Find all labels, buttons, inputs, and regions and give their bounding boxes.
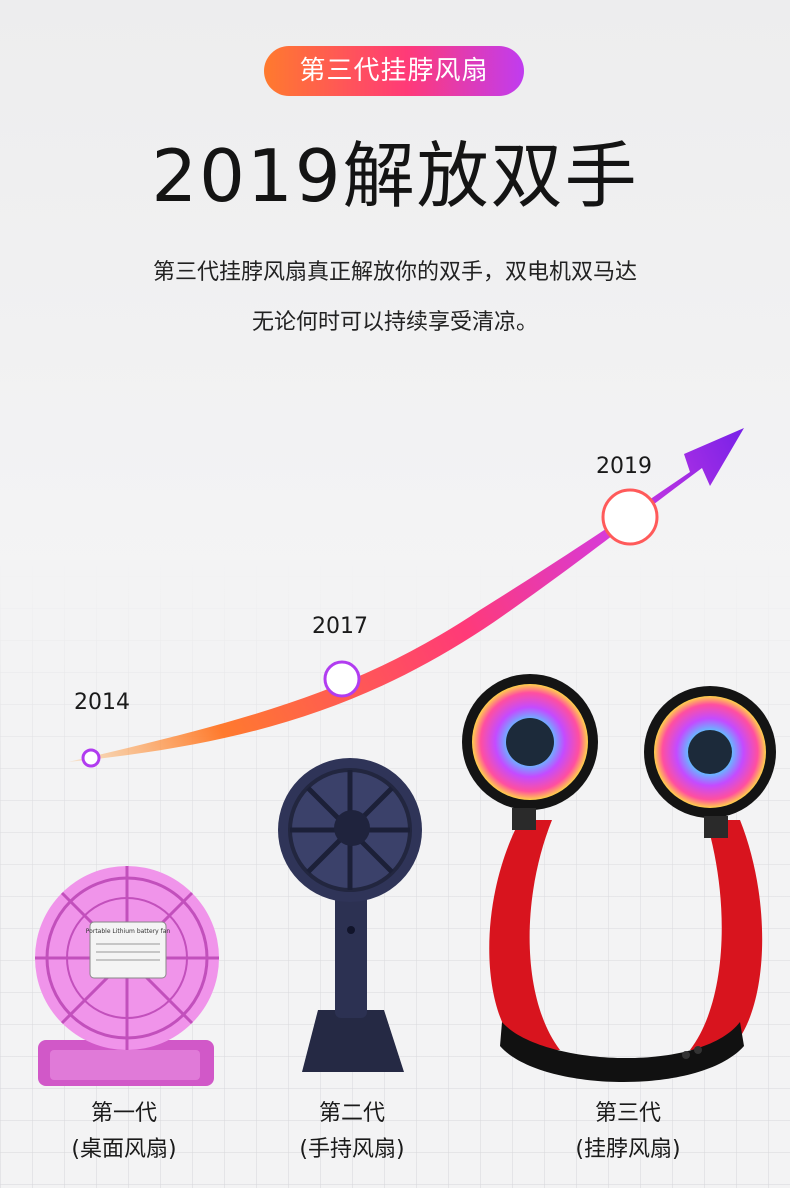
product-caption-2: 第二代 (手持风扇) [252,1096,452,1168]
milestone-dot-2019 [601,488,659,546]
subtitle-line-1: 第三代挂脖风扇真正解放你的双手，双电机双马达 [152,260,637,285]
product-type-1: (桌面风扇) [71,1137,177,1162]
product-generation-2: 第二代 [318,1101,385,1126]
handheld-fan-illustration [278,758,422,1072]
desk-fan-illustration: Portable Lithium battery fan [35,866,219,1086]
product-caption-1: 第一代 (桌面风扇) [24,1096,224,1168]
product-generation-1: 第一代 [90,1101,157,1126]
generation-badge: 第三代挂脖风扇 [264,46,524,96]
year-2017: 2017 [312,614,368,639]
product-caption-3: 第三代 (挂脖风扇) [528,1096,728,1168]
subtitle-line-2: 无论何时可以持续享受清凉。 [251,310,538,335]
milestone-dot-2017 [323,660,361,698]
product-type-3: (挂脖风扇) [575,1137,681,1162]
year-2019: 2019 [596,454,652,479]
desk-fan-label: Portable Lithium battery fan [86,928,171,935]
product-generation-3: 第三代 [594,1101,661,1126]
neck-fan-illustration [462,674,776,1083]
product-type-2: (手持风扇) [299,1137,405,1162]
year-2014: 2014 [74,690,130,715]
milestone-dot-2014 [81,748,101,768]
headline: 2019解放双手 [151,134,639,218]
